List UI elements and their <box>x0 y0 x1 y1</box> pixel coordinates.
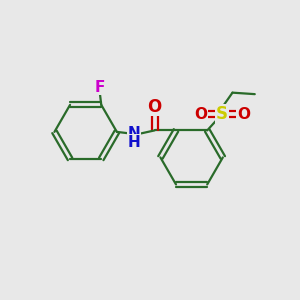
Text: O: O <box>148 98 162 116</box>
Text: H: H <box>128 135 140 150</box>
Text: O: O <box>194 106 207 122</box>
Text: F: F <box>94 80 105 94</box>
Text: N: N <box>128 126 140 141</box>
Text: O: O <box>237 106 250 122</box>
Text: S: S <box>216 105 228 123</box>
